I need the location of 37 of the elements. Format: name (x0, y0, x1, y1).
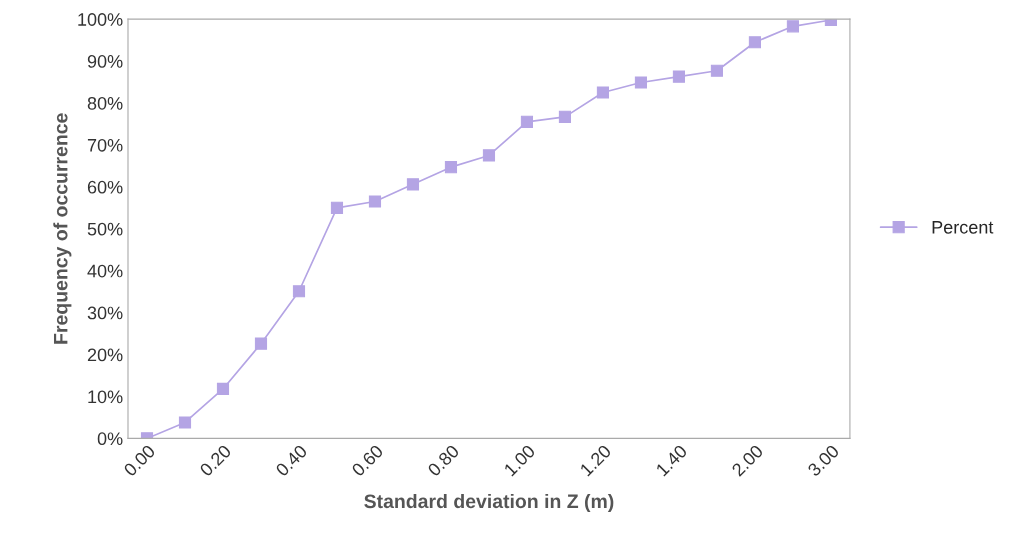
y-tick-label: 0% (97, 432, 123, 446)
y-tick-label: 60% (87, 180, 123, 194)
y-tick-label: 100% (78, 13, 123, 26)
x-tick-label: 0.20 (198, 444, 232, 477)
point (482, 149, 496, 162)
point (786, 20, 799, 33)
point (596, 86, 610, 99)
point (672, 70, 686, 83)
y-tick-label: 90% (87, 55, 123, 68)
x-tick-label: 3.00 (806, 444, 840, 477)
y-tick-label: 10% (88, 390, 123, 404)
y-tick-label: 80% (87, 96, 123, 110)
point (178, 416, 192, 429)
point (558, 110, 572, 123)
point (292, 285, 306, 298)
point (444, 161, 458, 174)
point (368, 195, 382, 208)
point (634, 76, 648, 89)
point (748, 36, 762, 49)
x-axis-title: Standard deviation in Z (m) (364, 493, 614, 513)
point (520, 115, 534, 128)
legend-label: Percent (932, 221, 994, 234)
point (254, 337, 268, 350)
y-tick-label: 20% (87, 348, 123, 362)
x-tick-label: 0.00 (122, 444, 156, 477)
y-axis-title: Frequency of occurrence (53, 113, 72, 344)
point (216, 382, 230, 396)
x-tick-label: 0.60 (350, 444, 384, 477)
point (406, 178, 420, 191)
y-tick-label: 40% (87, 264, 123, 278)
y-tick-label: 30% (87, 306, 123, 320)
y-tick-label: 70% (87, 138, 123, 152)
x-tick-label: 0.80 (426, 444, 460, 477)
x-tick-label: 0.40 (274, 444, 308, 477)
point (330, 201, 344, 214)
y-tick-label: 50% (87, 222, 123, 236)
point (710, 64, 724, 77)
